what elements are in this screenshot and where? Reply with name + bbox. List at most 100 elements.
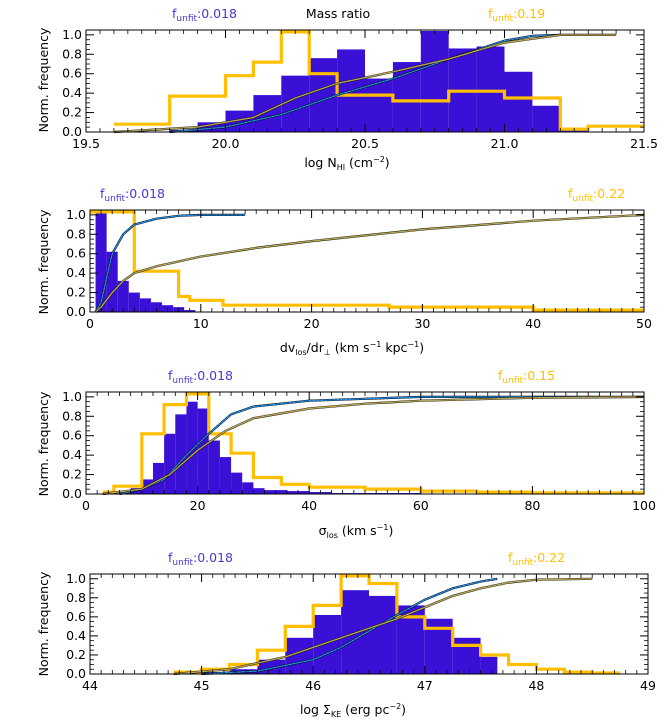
x-tick-label: 30 [414, 316, 430, 331]
y-tick-label: 0.4 [62, 85, 82, 100]
yellow-hist-step [90, 210, 644, 312]
x-tick-label: 20.0 [212, 136, 240, 151]
x-tick-label: 0 [82, 498, 90, 513]
x-axis-label: log NHI (cm−2) [304, 155, 389, 172]
x-tick-label: 44 [82, 678, 98, 693]
y-tick-label: 0.2 [62, 105, 82, 120]
blue-hist-bar [369, 595, 397, 674]
cdf-line-blue [169, 34, 561, 133]
blue-hist-bar [231, 472, 243, 494]
bars-layer [102, 392, 644, 495]
blue-hist-bar [150, 302, 163, 312]
y-tick-label: 0.8 [66, 226, 86, 241]
chart-title: Mass ratio [306, 6, 370, 21]
y-tick-label: 0.8 [66, 590, 86, 605]
y-tick-label: 0.6 [62, 428, 82, 443]
x-tick-label: 50 [636, 316, 652, 331]
y-tick-label: 0.2 [62, 467, 82, 482]
y-tick-label: 0.6 [62, 66, 82, 81]
funfit-yellow-label: funfit:0.19 [488, 6, 545, 24]
ticks-layer: 44 45 46 47 48 49 0.0 0.2 0.4 0.6 0.8 1.0 [66, 571, 656, 693]
blue-hist-bar [128, 292, 140, 312]
x-tick-label: 45 [194, 678, 210, 693]
blue-hist-bar [197, 122, 226, 132]
y-tick-label: 1.0 [62, 27, 82, 42]
x-axis-label: σlos (km s−1) [319, 523, 394, 540]
blue-hist-bar [480, 656, 498, 674]
cdf-inner-yellow [95, 214, 645, 313]
cdf-inner-blue [95, 214, 246, 313]
axes-frame [89, 209, 645, 313]
blue-hist-bar [186, 401, 198, 494]
x-tick-label: 46 [305, 678, 321, 693]
x-tick-label: 21.5 [630, 136, 658, 151]
blue-hist-bar [175, 414, 187, 494]
blue-hist-bar [117, 280, 129, 312]
blue-hist-bar [365, 78, 393, 132]
x-tick-label: 20 [190, 498, 206, 513]
funfit-blue-label: funfit:0.018 [172, 6, 237, 24]
cdf-layer [173, 577, 593, 676]
ticks-layer: 0 20 40 60 80 100 0.0 0.2 0.4 0.6 0.8 1.0 [62, 389, 656, 513]
blue-hist-bar [197, 408, 209, 494]
cdf-inner-yellow [102, 396, 645, 495]
x-tick-label: 40 [525, 316, 541, 331]
ticks-layer: 0 10 20 30 40 50 0.0 0.2 0.4 0.6 0.8 1.0 [66, 207, 652, 331]
plot-frame [89, 209, 645, 313]
x-axis-label: dvlos/dr⊥ (km s−1 kpc−1) [280, 340, 424, 357]
panel-nh: 19.5 20.0 20.5 21.0 21.5 0.0 0.2 0.4 0.6 0.8 1.0 M… [36, 6, 658, 172]
x-tick-label: 10 [193, 316, 209, 331]
blue-hist-bar [139, 298, 151, 312]
y-tick-label: 1.0 [66, 207, 86, 222]
blue-hist-bar [253, 95, 282, 132]
funfit-yellow-label: funfit:0.22 [568, 186, 625, 204]
y-tick-label: 1.0 [62, 389, 82, 404]
blue-hist-bar [253, 488, 265, 494]
ticks-layer: 19.5 20.0 20.5 21.0 21.5 0.0 0.2 0.4 0.6 0.8 1.0 [62, 27, 658, 151]
x-tick-label: 20.5 [351, 136, 379, 151]
y-tick-label: 0.6 [66, 246, 86, 261]
blue-hist-bar [242, 482, 254, 494]
blue-hist-bar [95, 211, 107, 312]
x-tick-label: 0 [86, 316, 94, 331]
funfit-blue-label: funfit:0.018 [168, 368, 233, 386]
y-axis-label: Norm. frequency [36, 571, 51, 676]
bars-layer [113, 30, 644, 133]
x-tick-label: 47 [417, 678, 433, 693]
y-tick-label: 0.0 [62, 124, 82, 139]
x-tick-label: 60 [413, 498, 429, 513]
y-tick-label: 0.4 [62, 447, 82, 462]
y-tick-label: 0.4 [66, 265, 86, 280]
y-tick-label: 0.8 [62, 46, 82, 61]
blue-hist-bar [392, 62, 421, 132]
y-tick-label: 0.4 [66, 628, 86, 643]
y-tick-label: 0.2 [66, 285, 86, 300]
y-axis-label: Norm. frequency [36, 209, 51, 314]
blue-hist-bar [164, 433, 176, 494]
y-axis-label: Norm. frequency [36, 391, 51, 496]
x-tick-label: 21.0 [491, 136, 519, 151]
cdf-inner-blue [201, 578, 498, 675]
x-tick-label: 80 [524, 498, 540, 513]
blue-hist-bar [532, 105, 561, 132]
funfit-yellow-label: funfit:0.22 [508, 550, 565, 568]
y-axis-label: Norm. frequency [36, 27, 51, 132]
bars-layer [173, 574, 621, 675]
x-tick-label: 19.5 [72, 136, 100, 151]
x-tick-label: 100 [632, 498, 656, 513]
x-tick-label: 20 [304, 316, 320, 331]
blue-hist-bar [452, 637, 481, 674]
blue-hist-bar [420, 30, 449, 132]
blue-hist-bar [208, 440, 220, 494]
blue-hist-bar [106, 251, 118, 312]
blue-hist-bar [313, 614, 342, 674]
y-tick-label: 1.0 [66, 571, 86, 586]
blue-hist-bar [476, 46, 505, 133]
blue-hist-bar [219, 457, 232, 494]
blue-hist-bar [309, 58, 338, 132]
y-tick-label: 0.8 [62, 408, 82, 423]
blue-hist-bar [504, 71, 533, 132]
panel-sigma-ke: 44 45 46 47 48 49 0.0 0.2 0.4 0.6 0.8 1.0 funfit:0.… [36, 550, 656, 719]
x-tick-label: 48 [528, 678, 544, 693]
